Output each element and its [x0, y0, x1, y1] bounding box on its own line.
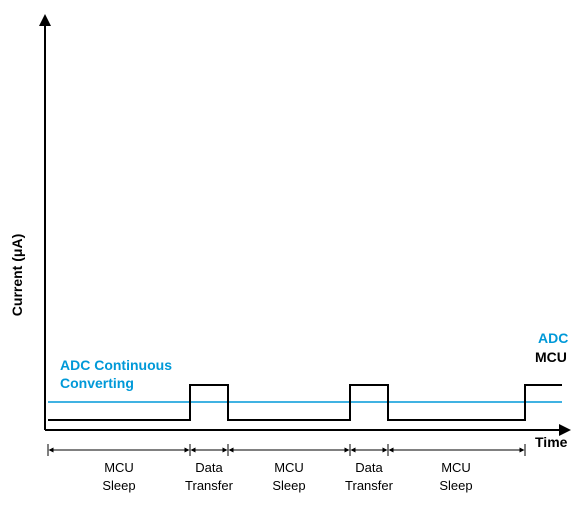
- chart-svg: Current (μA) Time ADC Continuous Converting…: [0, 0, 584, 509]
- interval-label: MCU: [104, 460, 134, 475]
- timing-diagram: Current (μA) Time ADC Continuous Converting…: [0, 0, 584, 509]
- adc-label-2: Converting: [60, 375, 134, 391]
- adc-label-1: ADC Continuous: [60, 357, 172, 373]
- interval-label: Transfer: [185, 478, 234, 493]
- x-axis-label: Time: [535, 434, 568, 450]
- interval-label: Data: [195, 460, 223, 475]
- interval-label: Sleep: [272, 478, 305, 493]
- y-axis-label: Current (μA): [9, 234, 25, 316]
- interval-label: Sleep: [102, 478, 135, 493]
- legend-adc: ADC: [538, 330, 568, 346]
- interval-label: Transfer: [345, 478, 394, 493]
- interval-label: Data: [355, 460, 383, 475]
- interval-label: MCU: [274, 460, 304, 475]
- interval-label: MCU: [441, 460, 471, 475]
- interval-label: Sleep: [439, 478, 472, 493]
- legend-mcu: MCU: [535, 349, 567, 365]
